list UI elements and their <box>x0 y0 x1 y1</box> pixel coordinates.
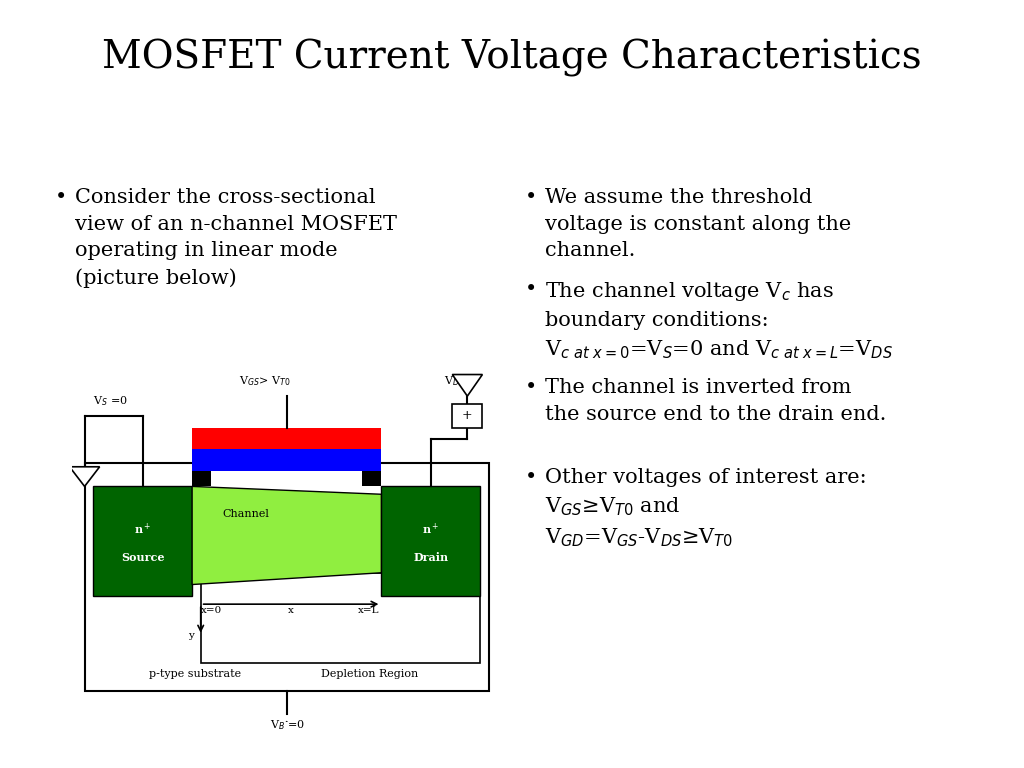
Bar <box>85 463 488 690</box>
Text: Consider the cross-sectional
view of an n-channel MOSFET
operating in linear mod: Consider the cross-sectional view of an … <box>75 188 397 287</box>
Text: y: y <box>188 631 195 640</box>
Text: MOSFET Current Voltage Characteristics: MOSFET Current Voltage Characteristics <box>102 39 922 77</box>
Text: Channel: Channel <box>222 509 269 519</box>
Text: Source: Source <box>121 551 165 562</box>
Bar <box>362 471 381 486</box>
Polygon shape <box>193 486 381 584</box>
Bar <box>453 404 482 428</box>
Text: We assume the threshold
voltage is constant along the
channel.: We assume the threshold voltage is const… <box>545 188 851 260</box>
Text: •: • <box>525 468 538 487</box>
Text: V$_B$ =0: V$_B$ =0 <box>269 718 305 732</box>
Text: •: • <box>525 378 538 397</box>
Text: •: • <box>525 280 538 299</box>
Bar <box>193 449 381 471</box>
Polygon shape <box>201 573 480 663</box>
Text: +: + <box>462 409 473 422</box>
Text: The channel is inverted from
the source end to the drain end.: The channel is inverted from the source … <box>545 378 887 423</box>
Text: x=L: x=L <box>357 606 379 615</box>
Bar <box>93 486 193 596</box>
Text: n$^+$: n$^+$ <box>422 522 439 538</box>
Text: n$^+$: n$^+$ <box>134 522 152 538</box>
Text: V$_S$ =0: V$_S$ =0 <box>93 394 128 408</box>
Text: The channel voltage V$_c$ has
boundary conditions:
V$_{c\ at\ x=0}$=V$_S$=0 and : The channel voltage V$_c$ has boundary c… <box>545 280 893 361</box>
Text: Drain: Drain <box>414 551 449 562</box>
Polygon shape <box>267 722 306 742</box>
Text: V$_{DS}$: V$_{DS}$ <box>444 375 465 389</box>
Text: p-type substrate: p-type substrate <box>150 669 242 679</box>
Text: x=0: x=0 <box>201 606 222 615</box>
Text: V$_{GS}$> V$_{T0}$: V$_{GS}$> V$_{T0}$ <box>240 375 291 389</box>
Text: Depletion Region: Depletion Region <box>322 669 419 679</box>
Bar <box>381 486 480 596</box>
Bar <box>193 471 211 486</box>
Polygon shape <box>453 375 482 396</box>
Text: Other voltages of interest are:
V$_{GS}$≥V$_{T0}$ and
V$_{GD}$=V$_{GS}$-V$_{DS}$: Other voltages of interest are: V$_{GS}$… <box>545 468 866 549</box>
Text: •: • <box>525 188 538 207</box>
Polygon shape <box>70 467 99 486</box>
Bar <box>193 428 381 449</box>
Text: x: x <box>288 606 294 615</box>
Text: •: • <box>55 188 68 207</box>
